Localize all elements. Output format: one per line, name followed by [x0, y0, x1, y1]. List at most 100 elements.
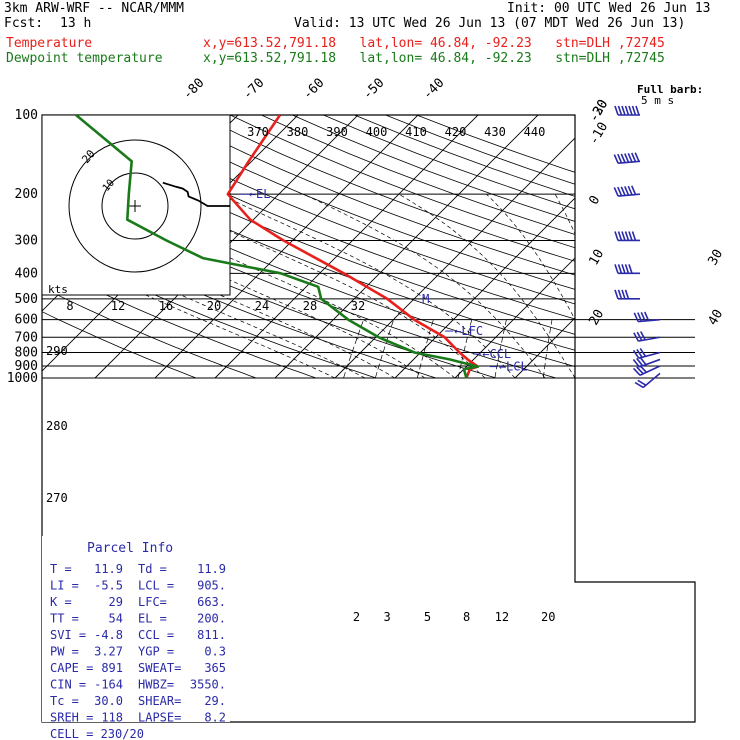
wind-barb-flag — [624, 153, 630, 163]
dry-adiabat-line — [42, 115, 377, 379]
mixing-ratio-label: 8 — [463, 610, 470, 624]
wind-barb-staff — [638, 351, 661, 359]
parcel-row-value: 30.0 — [94, 694, 123, 708]
theta-label: 270 — [46, 491, 68, 505]
mixing-ratio-line — [374, 319, 395, 379]
isotherm-label: 0 — [586, 193, 603, 207]
barb-legend-units: 5 m s — [641, 94, 674, 107]
dewpoint-legend-info: x,y=613.52,791.18 lat,lon= 46.84, -92.23… — [203, 51, 665, 66]
isotherm-label: -10 — [586, 120, 611, 148]
parcel-row-label: CCL = — [138, 628, 174, 642]
wind-barb-flag — [632, 349, 640, 359]
isotherm-label: -40 — [420, 76, 447, 103]
wind-barb-flag — [631, 231, 637, 241]
moist-adiabat-line — [554, 194, 636, 379]
wind-barb-flag — [620, 153, 626, 163]
parcel-row-label: YGP = — [138, 645, 174, 659]
isotherm-label: -80 — [180, 76, 207, 103]
wind-barb-flag — [628, 264, 633, 274]
dry-adiabat-line — [261, 115, 695, 379]
wind-barb-staff — [642, 372, 661, 389]
wind-scale-tick: 28 — [303, 299, 317, 313]
wind-barb-flag — [624, 105, 630, 116]
wind-barb — [633, 311, 661, 323]
mixing-ratio-line — [416, 319, 434, 379]
pressure-label: 800 — [15, 346, 38, 361]
dry-adiabat-line — [42, 115, 257, 379]
wind-barb-flag — [633, 312, 639, 322]
parcel-row-value: 29. — [204, 694, 226, 708]
parcel-row-label: HWBZ= — [138, 678, 174, 692]
wind-barb-flag — [624, 264, 630, 274]
forecast-hour: 13 h — [60, 16, 92, 31]
moist-adiabat-line — [303, 193, 546, 379]
wind-barb-staff — [618, 160, 641, 165]
wind-barb — [632, 364, 661, 376]
wind-barb-flag — [613, 154, 619, 164]
dry-adiabat-line — [199, 115, 695, 379]
theta-label: 280 — [46, 419, 68, 433]
wind-barb-flag — [636, 331, 643, 341]
wind-scale-tick: 8 — [66, 299, 73, 313]
wind-barb — [613, 185, 641, 197]
pressure-label: 200 — [15, 187, 38, 202]
mixing-ratio-line — [494, 319, 507, 379]
level-marker-el: ←EL — [249, 187, 271, 201]
wind-barb-flag — [635, 105, 640, 116]
theta-label: 410 — [405, 125, 427, 139]
parcel-row-label: T = — [50, 562, 72, 576]
theta-label: 290 — [46, 344, 68, 358]
parcel-row-value: -164 — [94, 678, 123, 692]
dry-adiabat-line — [42, 115, 197, 379]
wind-barb-flag — [636, 348, 643, 358]
theta-label: 440 — [524, 125, 546, 139]
wind-barb-flag — [621, 264, 626, 274]
wind-barb-flag — [632, 367, 641, 376]
isotherm-line — [334, 115, 599, 379]
model-title: 3km ARW-WRF -- NCAR/MMM — [4, 1, 185, 16]
level-marker-ccl: ←CCL — [482, 347, 511, 361]
pressure-label: 1000 — [7, 371, 38, 386]
hodograph-trace — [162, 181, 230, 207]
wind-barb-flag — [624, 289, 630, 300]
hodograph-ring — [68, 139, 202, 273]
wind-barb-flag — [620, 186, 626, 196]
isotherm-label: -50 — [360, 76, 387, 103]
wind-barb-flag — [627, 152, 633, 163]
parcel-row-label: SREH = — [50, 711, 93, 725]
parcel-row-label: PW = — [50, 645, 79, 659]
wind-barb-flag — [628, 105, 633, 116]
pressure-label: 300 — [15, 233, 38, 248]
wind-barb-flag — [617, 289, 623, 300]
wind-barb-flag — [621, 231, 626, 241]
wind-barb-flag — [617, 153, 623, 164]
parcel-row-label: SVI = — [50, 628, 86, 642]
wind-barb-staff — [639, 358, 661, 368]
wind-scale-tick: 16 — [159, 299, 173, 313]
wind-barb — [613, 152, 641, 165]
dry-adiabat-line — [230, 115, 695, 379]
isotherm-label: 40 — [705, 307, 726, 328]
parcel-row-value: -4.8 — [94, 628, 123, 642]
wind-barb-flag — [644, 311, 650, 321]
pressure-label: 400 — [15, 266, 38, 281]
mixing-ratio-label: 2 — [353, 610, 360, 624]
mixing-ratio-label: 12 — [495, 610, 509, 624]
temperature-legend-label: Temperature — [6, 36, 93, 51]
wind-barb-flag — [636, 366, 644, 375]
parcel-row-value: 3.27 — [94, 645, 123, 659]
wind-scale-label: kts — [48, 283, 68, 296]
init-time: Init: 00 UTC Wed 26 Jun 13 — [507, 1, 711, 16]
mixing-ratio-line — [457, 319, 473, 379]
wind-barb — [634, 372, 661, 389]
wind-barb-flag — [617, 231, 623, 241]
dry-adiabat-line — [74, 115, 695, 379]
dry-adiabat-line — [292, 115, 695, 379]
wind-barb-flag — [640, 331, 646, 341]
wind-barb-flag — [632, 359, 640, 368]
isotherm-line — [214, 115, 479, 379]
hodograph-box — [41, 114, 231, 296]
parcel-row-label: EL = — [138, 612, 167, 626]
parcel-row-value: 891 — [101, 661, 123, 675]
wind-barb-flag — [621, 105, 626, 116]
